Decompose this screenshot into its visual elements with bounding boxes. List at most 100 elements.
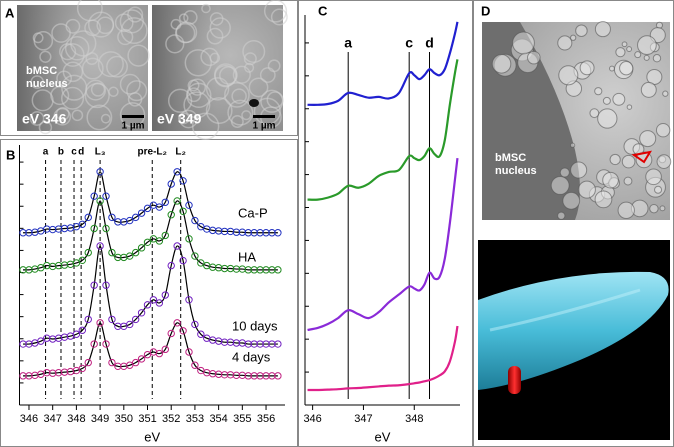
data-point: [143, 238, 152, 246]
data-point: [185, 296, 193, 304]
nucleus-label: bMSC: [495, 152, 526, 164]
annotation-label: L₂: [175, 147, 186, 158]
data-point: [78, 256, 87, 265]
annotation-label: d: [425, 35, 434, 51]
x-tick-label: 355: [233, 413, 251, 425]
micrograph: bMSC nucleus eV 346 1 µm: [17, 0, 150, 135]
annotation-label: a: [344, 35, 352, 51]
data-point: [143, 204, 152, 213]
data-point: [96, 168, 104, 176]
data-point: [96, 197, 104, 205]
x-tick-label: 347: [44, 413, 62, 425]
x-tick-label: 353: [186, 413, 204, 425]
nucleus-label: nucleus: [495, 165, 537, 177]
annotation-label: a: [43, 147, 49, 158]
data-point: [126, 252, 134, 260]
data-point: [197, 330, 205, 338]
data-point: [102, 281, 110, 289]
data-point: [78, 364, 87, 373]
data-point: [185, 348, 193, 356]
scale-label: 1 µm: [253, 121, 276, 132]
data-point: [96, 319, 104, 327]
annotation-label: d: [78, 147, 84, 158]
panel-letter: A: [5, 5, 15, 20]
data-point: [108, 358, 116, 367]
data-point: [90, 224, 98, 233]
data-point: [102, 340, 110, 348]
x-tick-label: 351: [138, 413, 156, 425]
nucleus-label: nucleus: [26, 78, 68, 90]
x-tick-label: 352: [162, 413, 180, 425]
energy-label: eV 346: [22, 111, 67, 127]
annotation-label: c: [71, 147, 77, 158]
panel-letter: C: [318, 3, 328, 18]
x-tick-label: 350: [115, 413, 133, 425]
data-point: [108, 248, 116, 257]
data-point: [167, 261, 175, 270]
data-point: [173, 319, 181, 327]
data-point: [155, 203, 164, 211]
data-point: [161, 291, 169, 299]
data-point: [143, 301, 152, 309]
spectrum-line: [307, 21, 459, 106]
data-point: [149, 296, 158, 304]
data-point: [191, 320, 199, 329]
data-point: [173, 242, 181, 250]
annotation-label: b: [58, 147, 64, 158]
data-point: [126, 320, 134, 329]
3d-render: [478, 240, 670, 440]
data-point: [179, 256, 187, 265]
data-point: [131, 213, 140, 222]
energy-label: eV 349: [157, 111, 202, 127]
x-tick-label: 354: [209, 413, 227, 425]
data-point: [96, 242, 104, 250]
data-point: [137, 244, 146, 252]
data-point: [108, 213, 116, 222]
x-tick-label: 356: [257, 413, 275, 425]
data-point: [179, 327, 187, 335]
data-point: [84, 213, 92, 222]
data-point: [143, 350, 152, 359]
spectrum-line: [307, 157, 459, 332]
data-point: [161, 231, 169, 240]
data-point: [126, 216, 134, 225]
nucleus-label: bMSC: [26, 65, 57, 77]
data-point: [274, 340, 282, 348]
data-point: [78, 326, 87, 334]
data-point: [155, 299, 164, 307]
data-point: [126, 361, 134, 369]
data-point: [185, 235, 193, 243]
data-point: [173, 197, 181, 205]
data-point: [84, 248, 92, 257]
data-point: [90, 281, 98, 289]
panel-letter: B: [6, 147, 15, 162]
series-label: 10 days: [232, 318, 278, 333]
data-point: [173, 168, 181, 176]
data-point: [274, 229, 282, 237]
panel-letter: D: [481, 3, 490, 18]
data-point: [167, 180, 175, 188]
line-chart: C 346 347 348 eV a c d: [303, 3, 460, 444]
data-point: [72, 330, 81, 338]
x-tick-label: 348: [405, 413, 423, 425]
x-axis-label: eV: [375, 429, 391, 444]
data-point: [84, 315, 92, 324]
data-point: [78, 220, 87, 228]
spectrum-line: [307, 325, 459, 392]
micrograph: bMSC nucleus: [482, 21, 672, 220]
data-point: [137, 309, 146, 317]
scale-label: 1 µm: [122, 121, 145, 132]
data-point: [155, 237, 164, 245]
data-point: [131, 315, 140, 324]
data-point: [167, 211, 175, 219]
x-tick-label: 349: [91, 413, 109, 425]
data-point: [90, 192, 98, 200]
data-point: [72, 259, 81, 267]
data-point: [37, 337, 45, 345]
data-point: [274, 372, 282, 380]
data-point: [102, 192, 110, 200]
x-tick-label: 346: [303, 413, 321, 425]
series-label: Ca-P: [238, 205, 268, 220]
